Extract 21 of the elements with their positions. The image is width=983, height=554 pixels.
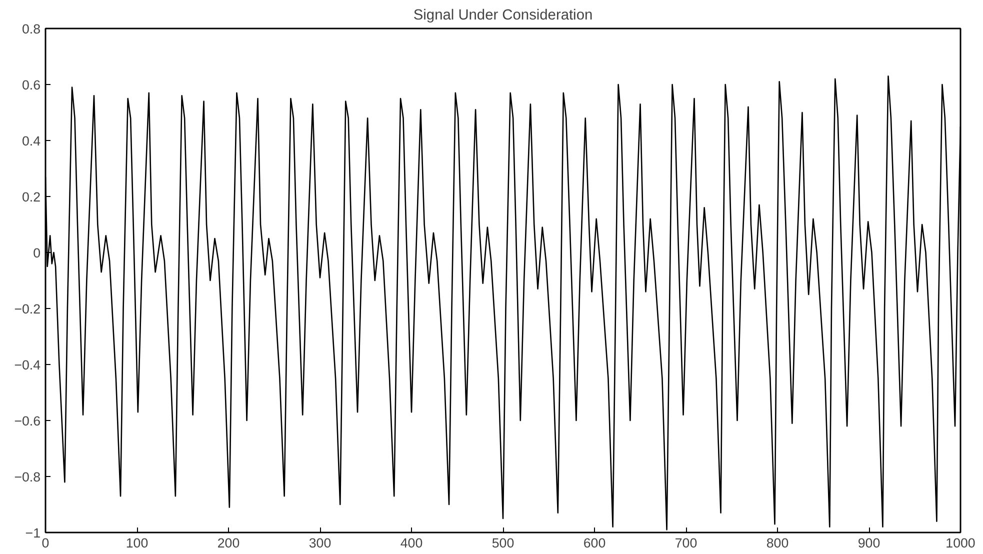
x-tick-label: 1000 xyxy=(946,536,976,550)
y-tick-label: −0.2 xyxy=(14,302,40,316)
x-tick-label: 500 xyxy=(492,536,514,550)
x-tick-label: 200 xyxy=(217,536,240,550)
y-tick-label: 0 xyxy=(33,246,41,260)
x-tick-label: 400 xyxy=(400,536,423,550)
x-tick-label: 300 xyxy=(308,536,332,550)
x-tick-label: 800 xyxy=(766,536,789,550)
x-tick-label: 900 xyxy=(858,536,880,550)
y-tick-label: −0.8 xyxy=(14,470,40,484)
y-tick-label: 0.8 xyxy=(22,22,41,36)
x-tick-label: 700 xyxy=(674,536,698,550)
y-tick-label: 0.2 xyxy=(22,190,41,204)
y-tick-label: 0.6 xyxy=(22,78,41,92)
y-tick-label: 0.4 xyxy=(22,134,42,148)
y-tick-label: −0.4 xyxy=(14,358,42,372)
x-tick-label: 100 xyxy=(126,536,148,550)
chart-title: Signal Under Consideration xyxy=(413,8,593,24)
y-tick-label: −0.6 xyxy=(14,414,40,428)
x-tick-label: 600 xyxy=(583,536,606,550)
y-tick-label: −1 xyxy=(25,526,41,540)
